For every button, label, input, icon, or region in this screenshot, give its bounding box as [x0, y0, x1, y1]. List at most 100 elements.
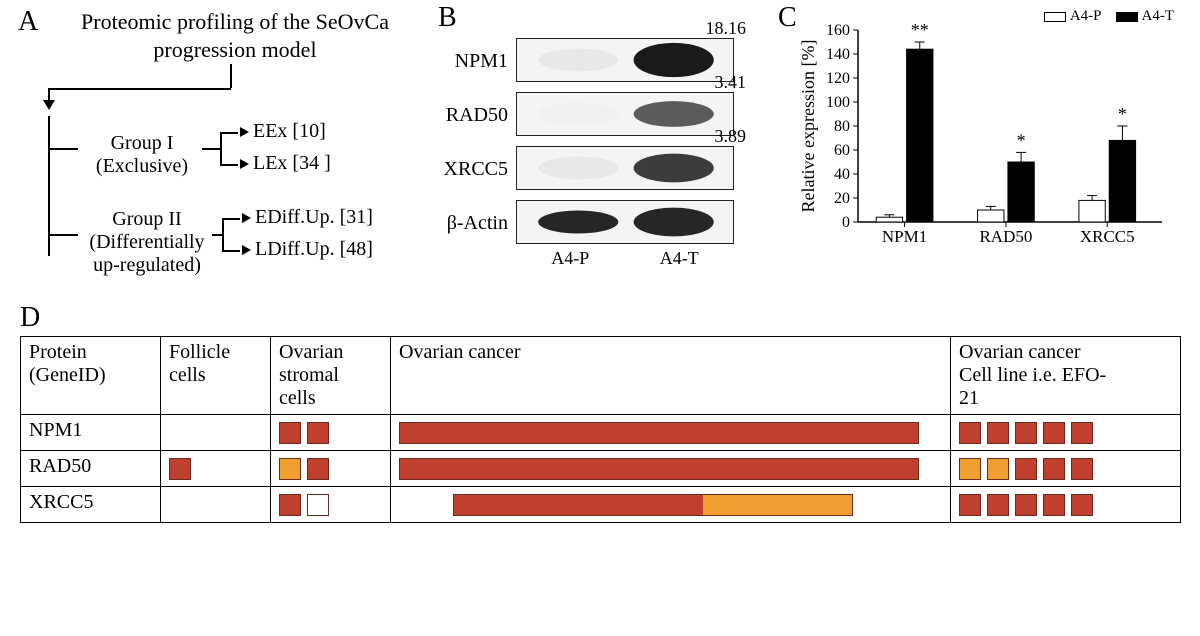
table-row: NPM1 — [21, 415, 1181, 451]
table-cell — [951, 415, 1181, 451]
leaf-lex-text: LEx [34 ] — [253, 152, 331, 174]
table-header-cell: Protein (GeneID) — [21, 337, 161, 415]
tree-line — [220, 132, 222, 166]
expression-bar — [453, 494, 853, 516]
expression-square — [279, 494, 301, 516]
table-cell — [271, 415, 391, 451]
tree-line — [222, 218, 224, 252]
group2-sub: (Differentially up-regulated) — [82, 231, 212, 277]
svg-text:60: 60 — [834, 142, 850, 159]
group1-label: Group I — [111, 132, 174, 154]
panel-a-title: Proteomic profiling of the SeOvCa progre… — [50, 8, 420, 63]
expression-square — [307, 422, 329, 444]
blot-box — [516, 38, 734, 82]
table-header-cell: Follicle cells — [161, 337, 271, 415]
tree-line — [222, 218, 240, 220]
group2-node: Group II (Differentially up-regulated) — [82, 208, 212, 277]
expression-square — [169, 458, 191, 480]
expression-square — [1015, 494, 1037, 516]
expression-square — [1071, 458, 1093, 480]
expression-square — [987, 422, 1009, 444]
table-row: RAD50 — [21, 451, 1181, 487]
panel-c: A4-P A4-T 020406080100120140160Relative … — [770, 8, 1180, 288]
arrow-right-icon — [240, 159, 249, 169]
fold-change-value: 18.16 — [706, 18, 747, 39]
leaf-ldiff-text: LDiff.Up. [48] — [255, 238, 373, 260]
group2-label: Group II — [112, 208, 181, 230]
blot-box — [516, 146, 734, 190]
blot-row: β-Actin — [430, 200, 750, 248]
arrow-right-icon — [240, 127, 249, 137]
table-header-cell: Ovarian cancer — [391, 337, 951, 415]
table-cell — [391, 451, 951, 487]
expression-square — [307, 494, 329, 516]
fold-change-value: 3.41 — [715, 72, 747, 93]
tree-line — [48, 88, 231, 90]
blot-row: XRCC53.89 — [430, 146, 750, 194]
blot-label: β-Actin — [430, 212, 508, 235]
tree-line — [48, 148, 78, 150]
group1-node: Group I (Exclusive) — [82, 132, 202, 178]
arrow-right-icon — [242, 213, 251, 223]
blot-row: NPM118.16 — [430, 38, 750, 86]
svg-text:*: * — [1118, 104, 1127, 124]
table-header-cell: Ovarian stromal cells — [271, 337, 391, 415]
table-cell — [951, 487, 1181, 523]
svg-text:40: 40 — [834, 166, 850, 183]
expression-square — [1043, 422, 1065, 444]
svg-text:80: 80 — [834, 118, 850, 135]
expression-square — [959, 422, 981, 444]
leaf-lex: LEx [34 ] — [240, 152, 331, 175]
expression-table: Protein (GeneID)Follicle cellsOvarian st… — [20, 336, 1181, 523]
table-cell — [161, 451, 271, 487]
svg-text:RAD50: RAD50 — [979, 227, 1032, 246]
panel-d-label: D — [20, 302, 40, 334]
lane-labels: A4-P A4-T — [516, 248, 734, 269]
group1-sub: (Exclusive) — [82, 155, 202, 178]
panel-a: Proteomic profiling of the SeOvCa progre… — [20, 8, 420, 278]
expression-square — [279, 422, 301, 444]
table-cell — [271, 487, 391, 523]
table-cell — [271, 451, 391, 487]
table-cell: NPM1 — [21, 415, 161, 451]
svg-text:Relative expression [%]: Relative expression [%] — [798, 40, 818, 213]
expression-bar — [399, 458, 919, 480]
expression-square — [307, 458, 329, 480]
svg-text:20: 20 — [834, 190, 850, 207]
table-cell — [161, 415, 271, 451]
svg-text:NPM1: NPM1 — [882, 227, 927, 246]
tree-line — [202, 148, 220, 150]
blot-label: NPM1 — [430, 50, 508, 73]
expression-square — [1043, 494, 1065, 516]
expression-square — [959, 494, 981, 516]
svg-text:**: ** — [911, 20, 929, 40]
svg-text:120: 120 — [826, 70, 850, 87]
bar-chart: 020406080100120140160Relative expression… — [800, 12, 1170, 256]
table-cell — [391, 415, 951, 451]
expression-square — [1071, 494, 1093, 516]
table-cell — [391, 487, 951, 523]
leaf-eex: EEx [10] — [240, 120, 326, 143]
panel-a-title-line1: Proteomic profiling of the SeOvCa — [81, 9, 389, 34]
chart-wrap: 020406080100120140160Relative expression… — [800, 12, 1170, 256]
tree-line — [222, 250, 240, 252]
table-header-row: Protein (GeneID)Follicle cellsOvarian st… — [21, 337, 1181, 415]
expression-square — [959, 458, 981, 480]
arrow-down-icon — [43, 100, 55, 110]
expression-square — [1015, 458, 1037, 480]
leaf-ldiff: LDiff.Up. [48] — [242, 238, 373, 261]
expression-square — [987, 494, 1009, 516]
expression-square — [1071, 422, 1093, 444]
table-row: XRCC5 — [21, 487, 1181, 523]
blot-box — [516, 92, 734, 136]
table-header-cell: Ovarian cancer Cell line i.e. EFO- 21 — [951, 337, 1181, 415]
panel-a-title-line2: progression model — [153, 37, 316, 62]
leaf-ediff: EDiff.Up. [31] — [242, 206, 373, 229]
tree-line — [220, 132, 238, 134]
arrow-right-icon — [242, 245, 251, 255]
leaf-eex-text: EEx [10] — [253, 120, 326, 142]
panel-b: NPM118.16RAD503.41XRCC53.89β-Actin A4-P … — [430, 8, 750, 288]
blot-label: XRCC5 — [430, 158, 508, 181]
tree-line — [230, 64, 232, 88]
blot-row: RAD503.41 — [430, 92, 750, 140]
